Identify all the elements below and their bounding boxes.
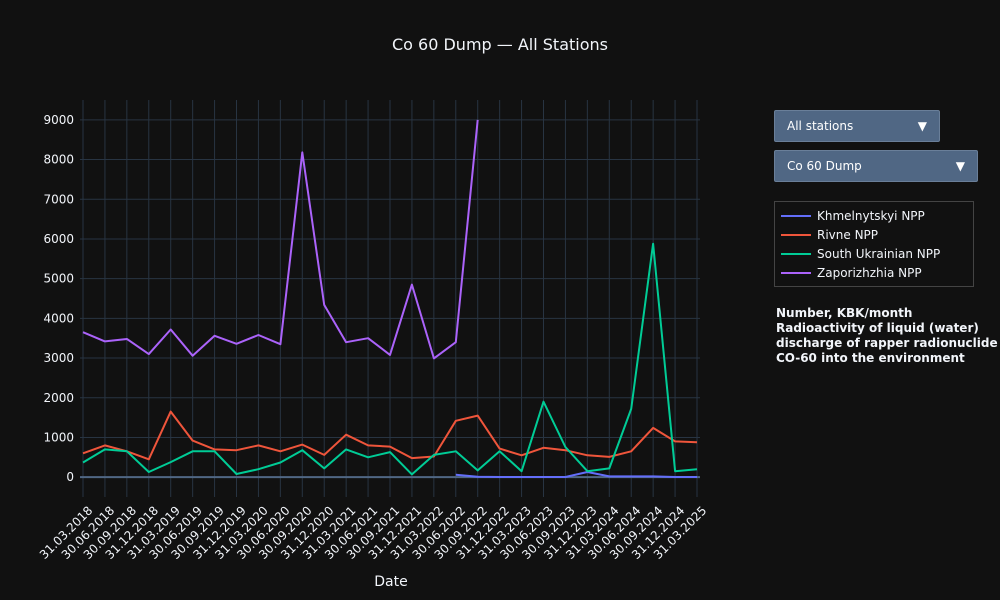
- metric-dropdown-label: Co 60 Dump: [787, 159, 862, 173]
- y-tick-label: 7000: [43, 192, 74, 206]
- series-line-2: [82, 242, 698, 476]
- legend-item-south-ukrainian[interactable]: South Ukrainian NPP: [781, 244, 967, 263]
- legend-label: Khmelnytskyi NPP: [817, 208, 925, 223]
- legend-item-zaporizhzhia[interactable]: Zaporizhzhia NPP: [781, 263, 967, 282]
- legend-label: South Ukrainian NPP: [817, 246, 941, 261]
- series-line-0: [455, 471, 697, 478]
- chevron-down-icon: ▼: [955, 159, 965, 173]
- legend-item-rivne[interactable]: Rivne NPP: [781, 225, 967, 244]
- legend-label: Zaporizhzhia NPP: [817, 265, 922, 280]
- chart-title: Co 60 Dump — All Stations: [392, 35, 608, 54]
- legend-item-khmelnytskyi[interactable]: Khmelnytskyi NPP: [781, 206, 967, 225]
- series-line-1: [82, 410, 698, 461]
- legend-swatch: [781, 214, 811, 217]
- chart-annotation: Number, KBK/month Radioactivity of liqui…: [776, 306, 998, 365]
- y-tick-label: 0: [66, 470, 74, 484]
- station-dropdown-label: All stations: [787, 119, 854, 133]
- chevron-down-icon: ▼: [917, 119, 927, 133]
- y-tick-label: 1000: [43, 430, 74, 444]
- y-tick-label: 6000: [43, 232, 74, 246]
- legend-label: Rivne NPP: [817, 227, 879, 242]
- x-axis-title: Date: [374, 574, 407, 590]
- y-tick-label: 5000: [43, 272, 74, 286]
- y-tick-label: 4000: [43, 311, 74, 325]
- y-tick-label: 8000: [43, 153, 74, 167]
- metric-dropdown[interactable]: Co 60 Dump ▼: [774, 150, 978, 182]
- y-tick-label: 3000: [43, 351, 74, 365]
- legend-swatch: [781, 233, 811, 236]
- series-line-3: [82, 119, 479, 360]
- y-tick-label: 2000: [43, 391, 74, 405]
- legend-swatch: [781, 271, 811, 274]
- y-tick-label: 9000: [43, 113, 74, 127]
- legend-swatch: [781, 252, 811, 255]
- legend: Khmelnytskyi NPP Rivne NPP South Ukraini…: [774, 201, 974, 287]
- station-dropdown[interactable]: All stations ▼: [774, 110, 940, 142]
